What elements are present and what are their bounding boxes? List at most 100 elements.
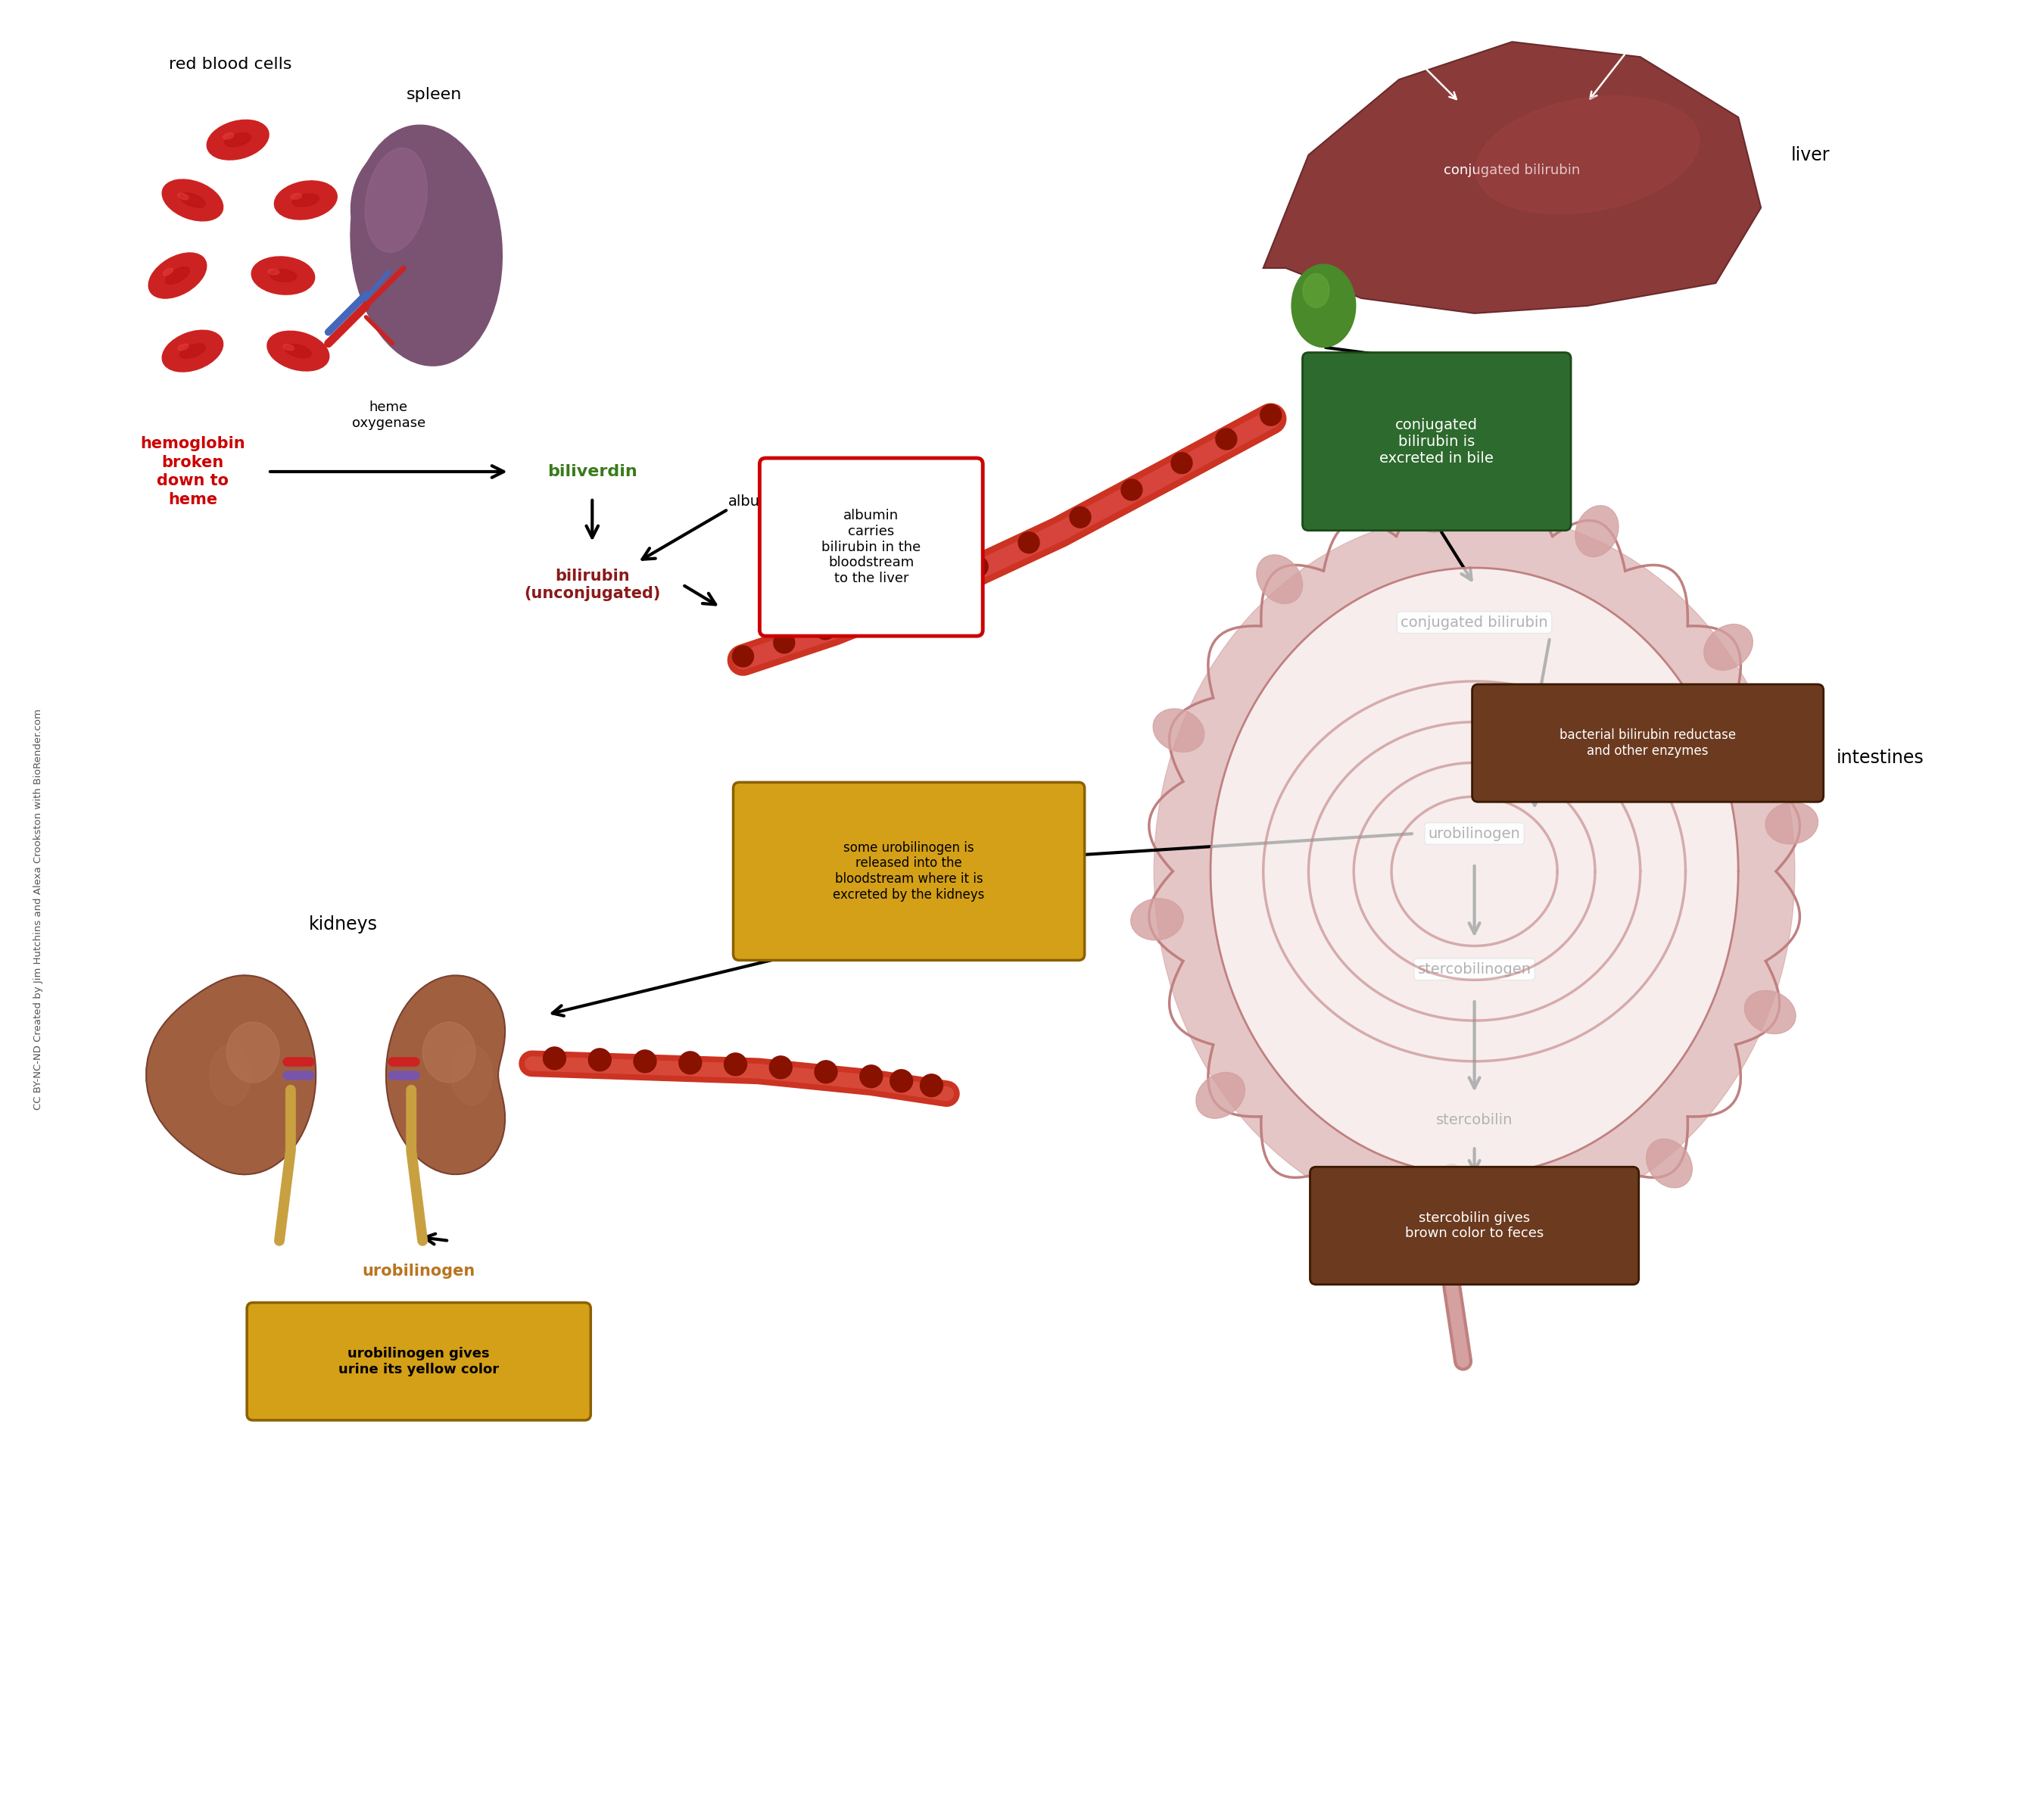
Polygon shape [147,976,317,1174]
Circle shape [861,1065,883,1088]
Circle shape [679,1052,701,1074]
Text: glucuronic acid: glucuronic acid [1337,13,1431,25]
Circle shape [889,1070,914,1092]
Ellipse shape [1196,1072,1245,1119]
FancyBboxPatch shape [1310,1167,1639,1285]
Text: urobilinogen gives
urine its yellow color: urobilinogen gives urine its yellow colo… [339,1346,499,1375]
Circle shape [916,578,936,600]
Text: some urobilinogen is
released into the
bloodstream where it is
excreted by the k: some urobilinogen is released into the b… [834,841,985,901]
Ellipse shape [366,147,427,253]
FancyBboxPatch shape [760,458,983,636]
Circle shape [724,1054,746,1076]
Ellipse shape [1153,709,1204,752]
Ellipse shape [292,194,319,207]
Ellipse shape [270,269,296,282]
Text: CC BY-NC-ND Created by Jim Hutchins and Alexa Crookston with BioRender.com: CC BY-NC-ND Created by Jim Hutchins and … [33,709,43,1110]
Ellipse shape [251,256,315,294]
Ellipse shape [290,193,303,200]
Ellipse shape [149,253,206,298]
Ellipse shape [1766,803,1817,845]
Ellipse shape [1645,1139,1692,1188]
Text: liver: liver [1791,145,1829,164]
Ellipse shape [180,343,204,358]
Ellipse shape [225,133,251,147]
Text: bacterial bilirubin reductase
and other enzymes: bacterial bilirubin reductase and other … [1560,729,1735,758]
Ellipse shape [206,120,270,160]
Ellipse shape [211,1045,251,1105]
Ellipse shape [274,182,337,220]
Text: stercobilin gives
brown color to feces: stercobilin gives brown color to feces [1404,1210,1543,1241]
Text: albumin: albumin [728,494,787,509]
FancyBboxPatch shape [734,783,1085,959]
FancyBboxPatch shape [1302,352,1572,531]
Circle shape [967,556,987,578]
Ellipse shape [166,267,190,283]
Ellipse shape [1257,554,1302,603]
Ellipse shape [1744,990,1797,1034]
Text: albumin
carries
bilirubin in the
bloodstream
to the liver: albumin carries bilirubin in the bloodst… [822,509,922,585]
Ellipse shape [1130,898,1183,939]
Text: unconjugated bilirubin: unconjugated bilirubin [1592,5,1733,18]
Ellipse shape [1292,263,1355,347]
Polygon shape [1263,42,1762,313]
Circle shape [634,1050,656,1072]
Circle shape [816,1061,838,1083]
Ellipse shape [1576,505,1619,556]
Ellipse shape [1496,1210,1537,1263]
Ellipse shape [1705,625,1754,670]
Circle shape [1069,507,1091,527]
Circle shape [1018,532,1040,552]
Ellipse shape [1155,512,1795,1230]
Ellipse shape [1412,480,1453,532]
Ellipse shape [227,1023,280,1083]
Circle shape [732,645,754,667]
Text: conjugated bilirubin: conjugated bilirubin [1443,164,1580,176]
Text: biliverdin: biliverdin [548,463,638,480]
Text: stercobilin: stercobilin [1437,1114,1513,1127]
Ellipse shape [161,180,223,222]
Ellipse shape [452,1045,493,1105]
Ellipse shape [178,343,188,351]
Text: stercobilinogen: stercobilinogen [1419,963,1531,976]
Ellipse shape [180,193,204,207]
Circle shape [816,618,836,640]
Ellipse shape [164,269,174,276]
Text: hemoglobin
broken
down to
heme: hemoglobin broken down to heme [141,436,245,507]
Ellipse shape [350,125,503,365]
Polygon shape [1210,567,1737,1176]
FancyBboxPatch shape [1472,685,1823,801]
Circle shape [589,1048,611,1070]
Text: urobilinogen: urobilinogen [362,1263,476,1279]
Text: bilirubin
(unconjugated): bilirubin (unconjugated) [523,569,660,601]
Text: heme
oxygenase: heme oxygenase [352,402,425,431]
Circle shape [1120,480,1143,500]
Text: spleen: spleen [407,87,462,102]
Ellipse shape [268,269,280,274]
Polygon shape [386,976,505,1174]
Circle shape [769,1056,791,1079]
Ellipse shape [284,343,294,351]
Text: kidneys: kidneys [309,916,378,934]
Circle shape [1216,429,1237,449]
Ellipse shape [223,133,233,140]
Ellipse shape [268,331,329,371]
Ellipse shape [1331,1187,1374,1237]
Circle shape [1171,452,1192,474]
Text: intestines: intestines [1836,749,1923,767]
Ellipse shape [1302,274,1329,307]
Ellipse shape [161,331,223,372]
Ellipse shape [284,343,311,358]
Text: conjugated
bilirubin is
excreted in bile: conjugated bilirubin is excreted in bile [1380,418,1494,465]
Circle shape [544,1047,566,1070]
FancyBboxPatch shape [247,1303,591,1421]
Circle shape [865,600,885,620]
Ellipse shape [1476,96,1699,214]
Circle shape [773,632,795,654]
Text: conjugated bilirubin: conjugated bilirubin [1400,616,1547,630]
Ellipse shape [178,193,188,200]
Circle shape [920,1074,942,1097]
Circle shape [1261,405,1282,425]
Text: urobilinogen: urobilinogen [1429,827,1521,841]
Ellipse shape [423,1023,476,1083]
Text: red blood cells: red blood cells [170,56,292,73]
